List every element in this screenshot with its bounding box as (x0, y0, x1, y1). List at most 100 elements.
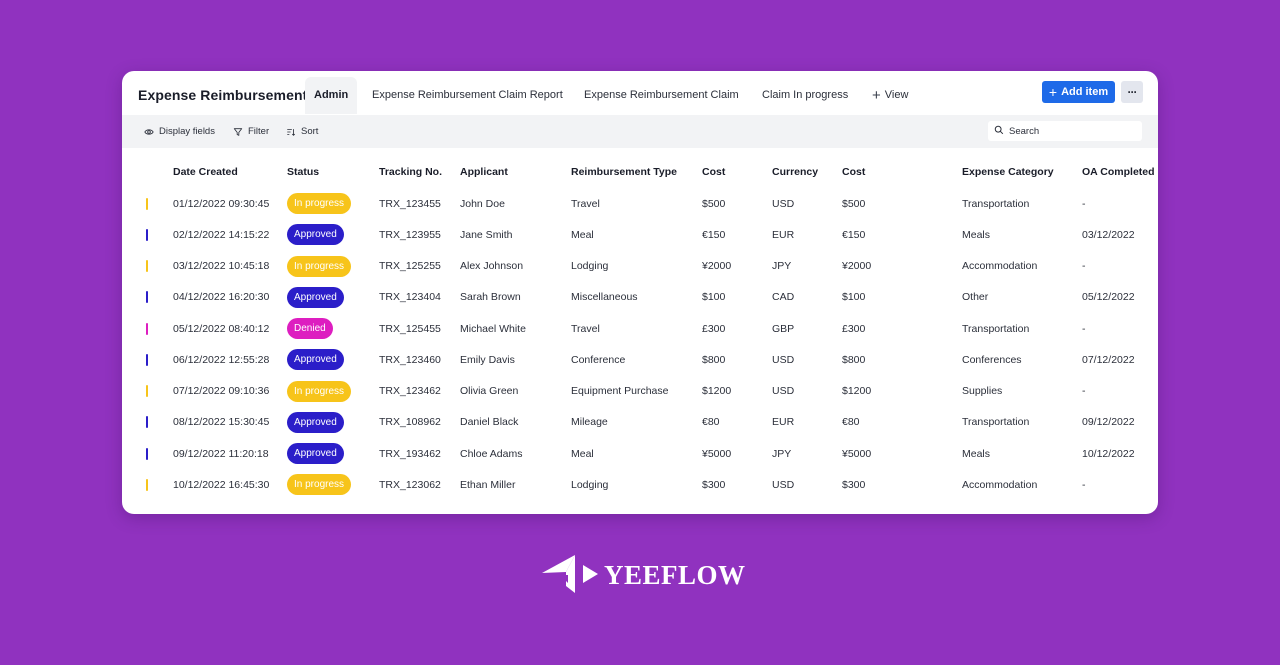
currency-cell: EUR (772, 228, 795, 241)
applicant-cell: Jane Smith (460, 228, 513, 241)
cost-cell: $300 (702, 478, 726, 491)
eye-icon (144, 127, 154, 137)
column-header[interactable]: Applicant (460, 166, 508, 178)
table-row[interactable]: 10/12/2022 16:45:30 In progress TRX_123062… (122, 469, 1158, 500)
column-header[interactable]: Expense Category (962, 166, 1054, 178)
display-fields-button[interactable]: Display fields (144, 115, 215, 148)
expense-category-cell: Meals (962, 228, 991, 241)
status-cell: Approved (287, 438, 379, 469)
cost-cell: $800 (842, 353, 866, 366)
expense-category-cell: Meals (962, 447, 991, 460)
cost-cell: €80 (702, 416, 720, 429)
cost-cell: £300 (842, 322, 866, 335)
row-status-bar (146, 385, 148, 398)
column-header[interactable]: Status (287, 166, 320, 178)
cost-cell: €150 (842, 228, 866, 241)
table-row[interactable]: 02/12/2022 14:15:22 Approved TRX_123955 Jan… (122, 219, 1158, 250)
expense-category-cell: Transportation (962, 416, 1030, 429)
tracking-no-cell: TRX_123462 (379, 385, 441, 398)
reimbursement-type-cell: Meal (571, 228, 594, 241)
display-fields-label: Display fields (159, 126, 215, 137)
date-created-cell: 01/12/2022 09:30:45 (173, 197, 270, 210)
oa-completed-date-cell: - (1082, 260, 1086, 273)
more-options-button[interactable]: ··· (1121, 81, 1143, 103)
reimbursement-type-cell: Travel (571, 197, 600, 210)
row-status-marker-cell (122, 282, 173, 313)
expense-category-cell: Accommodation (962, 260, 1038, 273)
filter-button[interactable]: Filter (233, 115, 269, 148)
tab-expense-reimbursement-claim[interactable]: Expense Reimbursement Claim (575, 77, 748, 114)
table-header-row: Date Created Status Tracking No. Applica… (122, 156, 1158, 188)
add-item-button[interactable]: + Add item (1042, 81, 1115, 103)
cost-cell: €150 (702, 228, 726, 241)
status-badge: Approved (287, 443, 344, 465)
currency-cell: GBP (772, 322, 795, 335)
column-header[interactable]: Cost (842, 166, 866, 178)
currency-cell: USD (772, 385, 795, 398)
currency-cell: USD (772, 478, 795, 491)
yeeflow-logo: YEEFLOW (542, 554, 746, 596)
cost-cell: ¥2000 (702, 260, 732, 273)
row-status-bar (146, 228, 148, 241)
column-header[interactable]: Cost (702, 166, 726, 178)
oa-completed-date-cell: - (1082, 197, 1086, 210)
column-header[interactable]: Reimbursement Type (571, 166, 677, 178)
table-row[interactable]: 09/12/2022 11:20:18 Approved TRX_193462 Chl… (122, 438, 1158, 469)
column-header[interactable]: Tracking No. (379, 166, 443, 178)
row-status-bar (146, 197, 148, 210)
applicant-cell: Emily Davis (460, 353, 515, 366)
cost-cell: ¥5000 (702, 447, 732, 460)
row-status-marker-cell (122, 407, 173, 438)
column-header[interactable]: OA Completed Date (1082, 166, 1158, 178)
oa-completed-date-cell: 03/12/2022 (1082, 228, 1135, 241)
date-created-cell: 08/12/2022 15:30:45 (173, 416, 270, 429)
cost-cell: $500 (842, 197, 866, 210)
expense-category-cell: Supplies (962, 385, 1003, 398)
expense-category-cell: Transportation (962, 322, 1030, 335)
tab-claim-in-progress[interactable]: Claim In progress (753, 77, 857, 114)
status-cell: In progress (287, 188, 379, 219)
currency-cell: USD (772, 353, 795, 366)
table-row[interactable]: 08/12/2022 15:30:45 Approved TRX_108962 Dan… (122, 407, 1158, 438)
row-status-marker-cell (122, 344, 173, 375)
oa-completed-date-cell: 05/12/2022 (1082, 291, 1135, 304)
status-badge: Approved (287, 349, 344, 371)
table-row[interactable]: 06/12/2022 12:55:28 Approved TRX_123460 Emi… (122, 344, 1158, 375)
table-row[interactable]: 03/12/2022 10:45:18 In progress TRX_125255… (122, 251, 1158, 282)
tab-label: Expense Reimbursement Claim (584, 89, 739, 101)
status-cell: In progress (287, 251, 379, 282)
date-created-cell: 05/12/2022 08:40:12 (173, 322, 270, 335)
search-input[interactable] (1009, 125, 1134, 137)
filter-label: Filter (248, 126, 270, 137)
tracking-no-cell: TRX_125255 (379, 260, 441, 273)
expense-category-cell: Conferences (962, 353, 1022, 366)
cost-cell: ¥5000 (842, 447, 872, 460)
tab-admin[interactable]: Admin (305, 77, 358, 114)
row-status-marker-cell (122, 376, 173, 407)
status-badge: In progress (287, 193, 352, 215)
tab-expense-reimbursement-claim-report[interactable]: Expense Reimbursement Claim Report (363, 77, 572, 114)
tracking-no-cell: TRX_123460 (379, 353, 441, 366)
tracking-no-cell: TRX_108962 (379, 416, 441, 429)
table-row[interactable]: 07/12/2022 09:10:36 In progress TRX_123462… (122, 376, 1158, 407)
plus-icon: + (1048, 84, 1058, 100)
row-status-bar (146, 322, 148, 335)
status-badge: In progress (287, 474, 352, 496)
table-row[interactable]: 01/12/2022 09:30:45 In progress TRX_123455… (122, 188, 1158, 219)
status-badge: Approved (287, 411, 344, 433)
yeeflow-logo-icon (542, 553, 600, 598)
date-created-cell: 09/12/2022 11:20:18 (173, 447, 269, 460)
tab-add-view[interactable]: + View (863, 77, 917, 114)
row-status-bar (146, 291, 148, 304)
table-row[interactable]: 04/12/2022 16:20:30 Approved TRX_123404 Sar… (122, 282, 1158, 313)
column-header[interactable]: Currency (772, 166, 819, 178)
column-header[interactable]: Date Created (173, 166, 238, 178)
row-status-marker-cell (122, 251, 173, 282)
sort-button[interactable]: Sort (286, 115, 318, 148)
search-box[interactable] (988, 121, 1142, 141)
table-row[interactable]: 05/12/2022 08:40:12 Denied TRX_125455 Micha… (122, 313, 1158, 344)
cost-cell: $100 (842, 291, 866, 304)
tracking-no-cell: TRX_123404 (379, 291, 441, 304)
row-status-marker-cell (122, 469, 173, 500)
row-status-bar (146, 416, 148, 429)
